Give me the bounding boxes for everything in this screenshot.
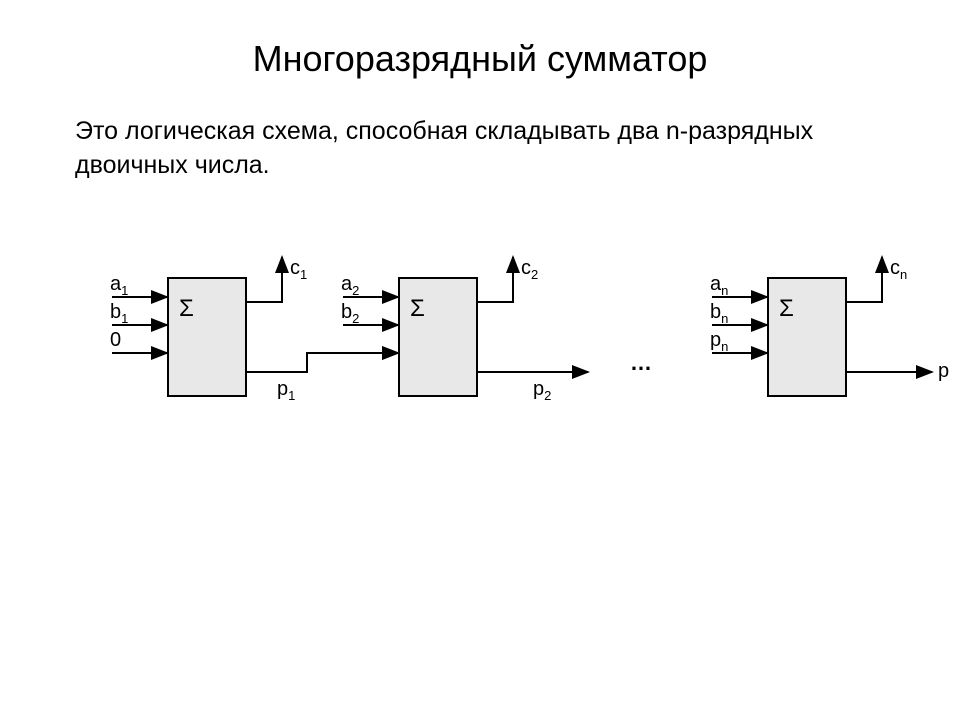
carry-label: p2: [533, 378, 551, 403]
carry-label: p1: [277, 378, 295, 403]
sigma-symbol: Σ: [179, 295, 194, 323]
input-label: b1: [110, 301, 128, 326]
sigma-symbol: Σ: [410, 295, 425, 323]
adder-diagram: Σa1b10c1p1Σa2b2c2p2Σanbnpncnp…: [60, 245, 910, 445]
input-label: 0: [110, 329, 121, 352]
output-p-label: p: [938, 360, 949, 383]
output-c-label: c2: [521, 257, 538, 282]
description-text: Это логическая схема, способная складыва…: [75, 115, 835, 183]
output-c-label: c1: [290, 257, 307, 282]
input-label: a1: [110, 273, 128, 298]
input-label: pn: [710, 329, 728, 354]
page-title: Многоразрядный сумматор: [0, 38, 960, 80]
sigma-symbol: Σ: [779, 295, 794, 323]
ellipsis: …: [630, 350, 652, 376]
output-c-label: cn: [890, 257, 907, 282]
input-label: b2: [341, 301, 359, 326]
input-label: a2: [341, 273, 359, 298]
input-label: an: [710, 273, 728, 298]
input-label: bn: [710, 301, 728, 326]
